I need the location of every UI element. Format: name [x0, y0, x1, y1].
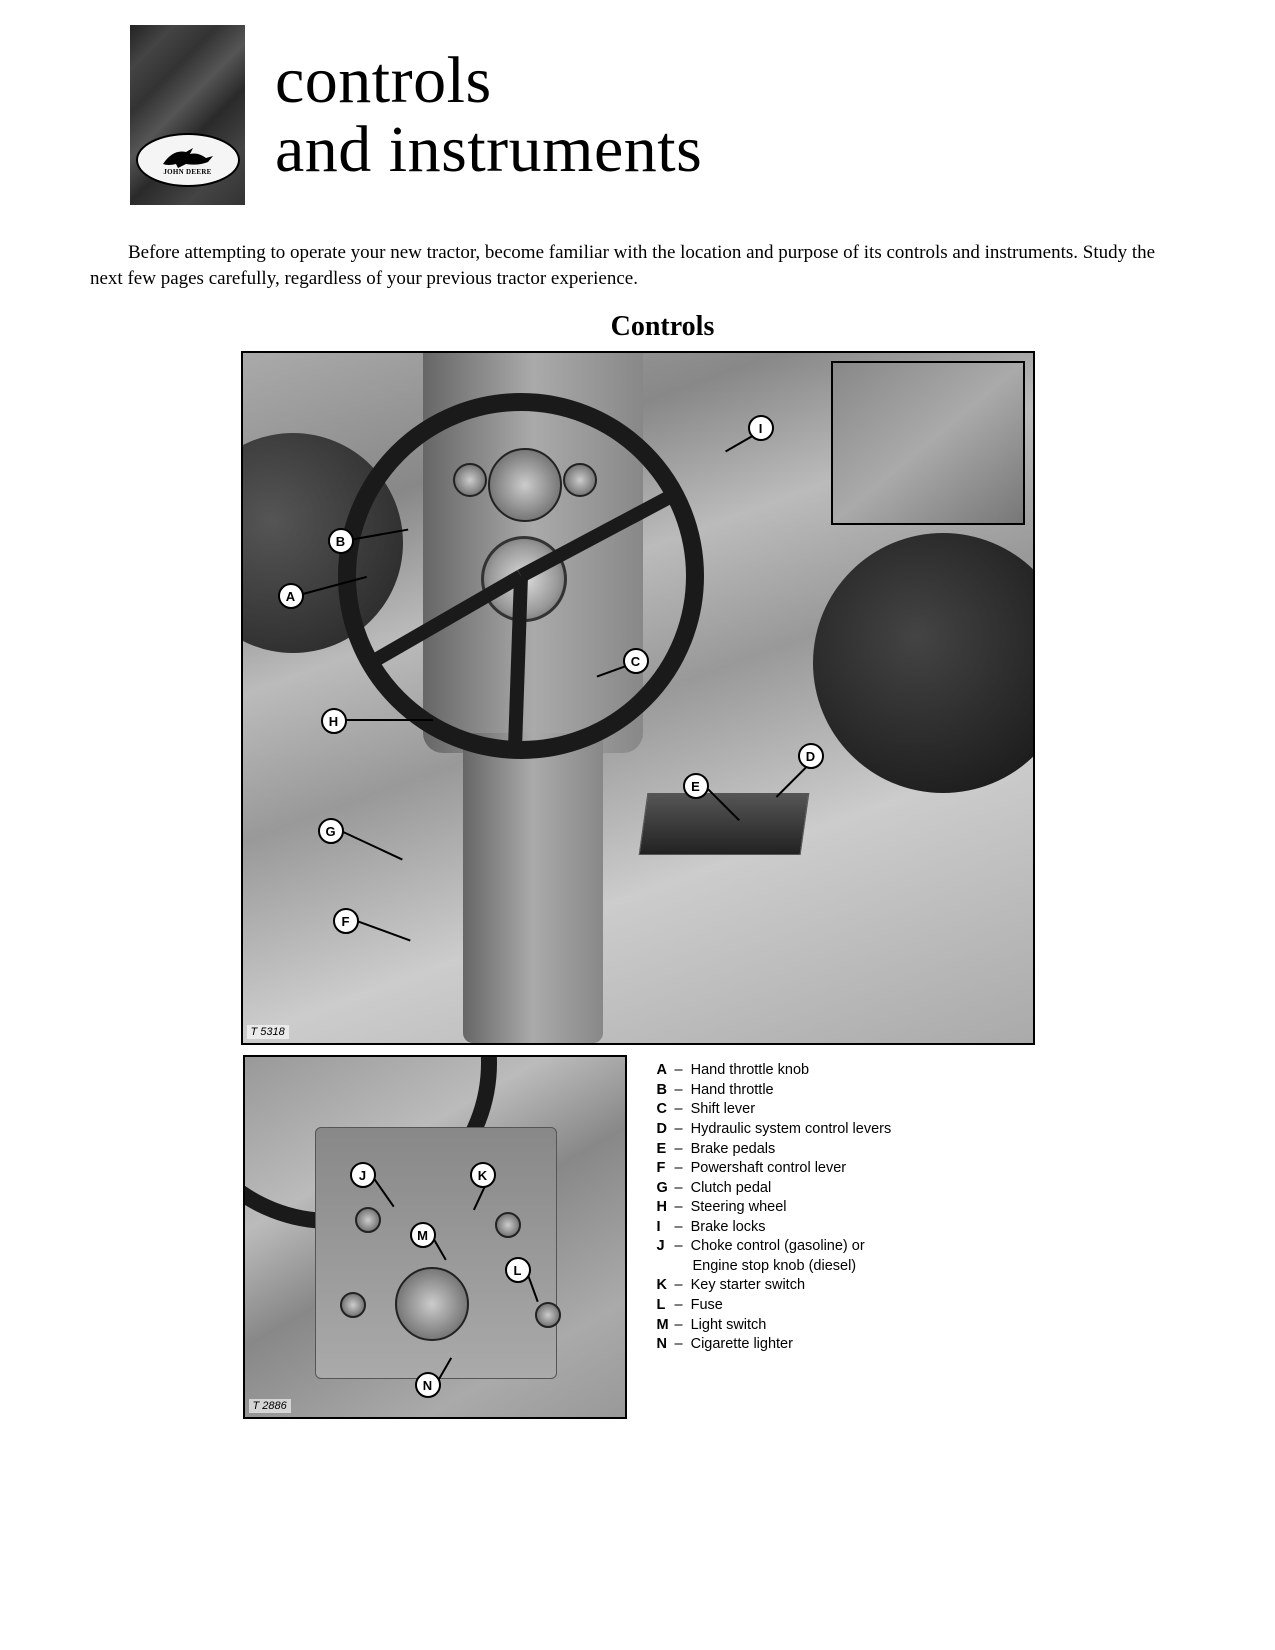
callout-e: E [683, 773, 709, 799]
legend-key: E [657, 1140, 675, 1160]
title-line-1: controls [275, 46, 702, 115]
legend-row-h: H– Steering wheel [657, 1198, 892, 1218]
page-title: controls and instruments [275, 46, 702, 185]
intro-paragraph: Before attempting to operate your new tr… [90, 240, 1185, 291]
legend-row-c: C– Shift lever [657, 1100, 892, 1120]
legend-key: N [657, 1335, 675, 1355]
legend-key: D [657, 1120, 675, 1140]
deer-icon [158, 144, 218, 170]
legend-row-n: N– Cigarette lighter [657, 1335, 892, 1355]
callout-i: I [748, 415, 774, 441]
legend-label: Hand throttle knob [691, 1062, 810, 1078]
legend-key: C [657, 1100, 675, 1120]
legend-label: Fuse [691, 1297, 723, 1313]
legend-label: Brake locks [691, 1219, 766, 1235]
callout-h: H [321, 708, 347, 734]
legend-key: M [657, 1316, 675, 1336]
legend-key: L [657, 1296, 675, 1316]
brand-logo-block: JOHN DEERE [130, 25, 245, 205]
legend-label: Key starter switch [691, 1277, 805, 1293]
figure-main: T 5318 A B C D E F G H I [241, 351, 1035, 1045]
legend-key: J [657, 1237, 675, 1257]
brand-name: JOHN DEERE [163, 168, 211, 176]
figure-small: T 2886 J K L M N [243, 1055, 627, 1419]
legend-label: Brake pedals [691, 1141, 776, 1157]
legend-label: Hand throttle [691, 1082, 774, 1098]
legend-row-g: G– Clutch pedal [657, 1179, 892, 1199]
legend-row-i: I– Brake locks [657, 1218, 892, 1238]
legend-label: Cigarette lighter [691, 1336, 793, 1352]
legend-row-f: F– Powershaft control lever [657, 1159, 892, 1179]
legend-key: K [657, 1276, 675, 1296]
brand-badge: JOHN DEERE [136, 133, 240, 187]
callout-j: J [350, 1162, 376, 1188]
callout-n: N [415, 1372, 441, 1398]
legend-row-d: D– Hydraulic system control levers [657, 1120, 892, 1140]
legend-row-j: J– Choke control (gasoline) or [657, 1237, 892, 1257]
callout-l: L [505, 1257, 531, 1283]
section-heading: Controls [140, 311, 1185, 343]
legend-key: A [657, 1061, 675, 1081]
legend-label-cont: Engine stop knob (diesel) [657, 1257, 892, 1277]
callout-d: D [798, 743, 824, 769]
figure-main-ref: T 5318 [247, 1025, 289, 1039]
legend-label: Steering wheel [691, 1199, 787, 1215]
legend-row-m: M– Light switch [657, 1316, 892, 1336]
legend-key: H [657, 1198, 675, 1218]
callout-f: F [333, 908, 359, 934]
legend-label: Shift lever [691, 1101, 755, 1117]
callout-a: A [278, 583, 304, 609]
legend-key: F [657, 1159, 675, 1179]
legend-label: Choke control (gasoline) or [691, 1238, 865, 1254]
legend-key: B [657, 1081, 675, 1101]
page-header: JOHN DEERE controls and instruments [130, 25, 1185, 205]
legend-key: G [657, 1179, 675, 1199]
legend-label: Powershaft control lever [691, 1160, 847, 1176]
legend-label: Hydraulic system control levers [691, 1121, 892, 1137]
legend-row-e: E– Brake pedals [657, 1140, 892, 1160]
legend-row-k: K– Key starter switch [657, 1276, 892, 1296]
callout-m: M [410, 1222, 436, 1248]
legend-row-l: L– Fuse [657, 1296, 892, 1316]
callout-b: B [328, 528, 354, 554]
callout-g: G [318, 818, 344, 844]
callout-k: K [470, 1162, 496, 1188]
legend-row-b: B– Hand throttle [657, 1081, 892, 1101]
legend: A– Hand throttle knobB– Hand throttleC– … [657, 1055, 892, 1354]
legend-label: Light switch [691, 1317, 767, 1333]
figure-small-ref: T 2886 [249, 1399, 291, 1413]
callout-c: C [623, 648, 649, 674]
legend-key: I [657, 1218, 675, 1238]
title-line-2: and instruments [275, 115, 702, 184]
legend-row-a: A– Hand throttle knob [657, 1061, 892, 1081]
legend-label: Clutch pedal [691, 1180, 772, 1196]
